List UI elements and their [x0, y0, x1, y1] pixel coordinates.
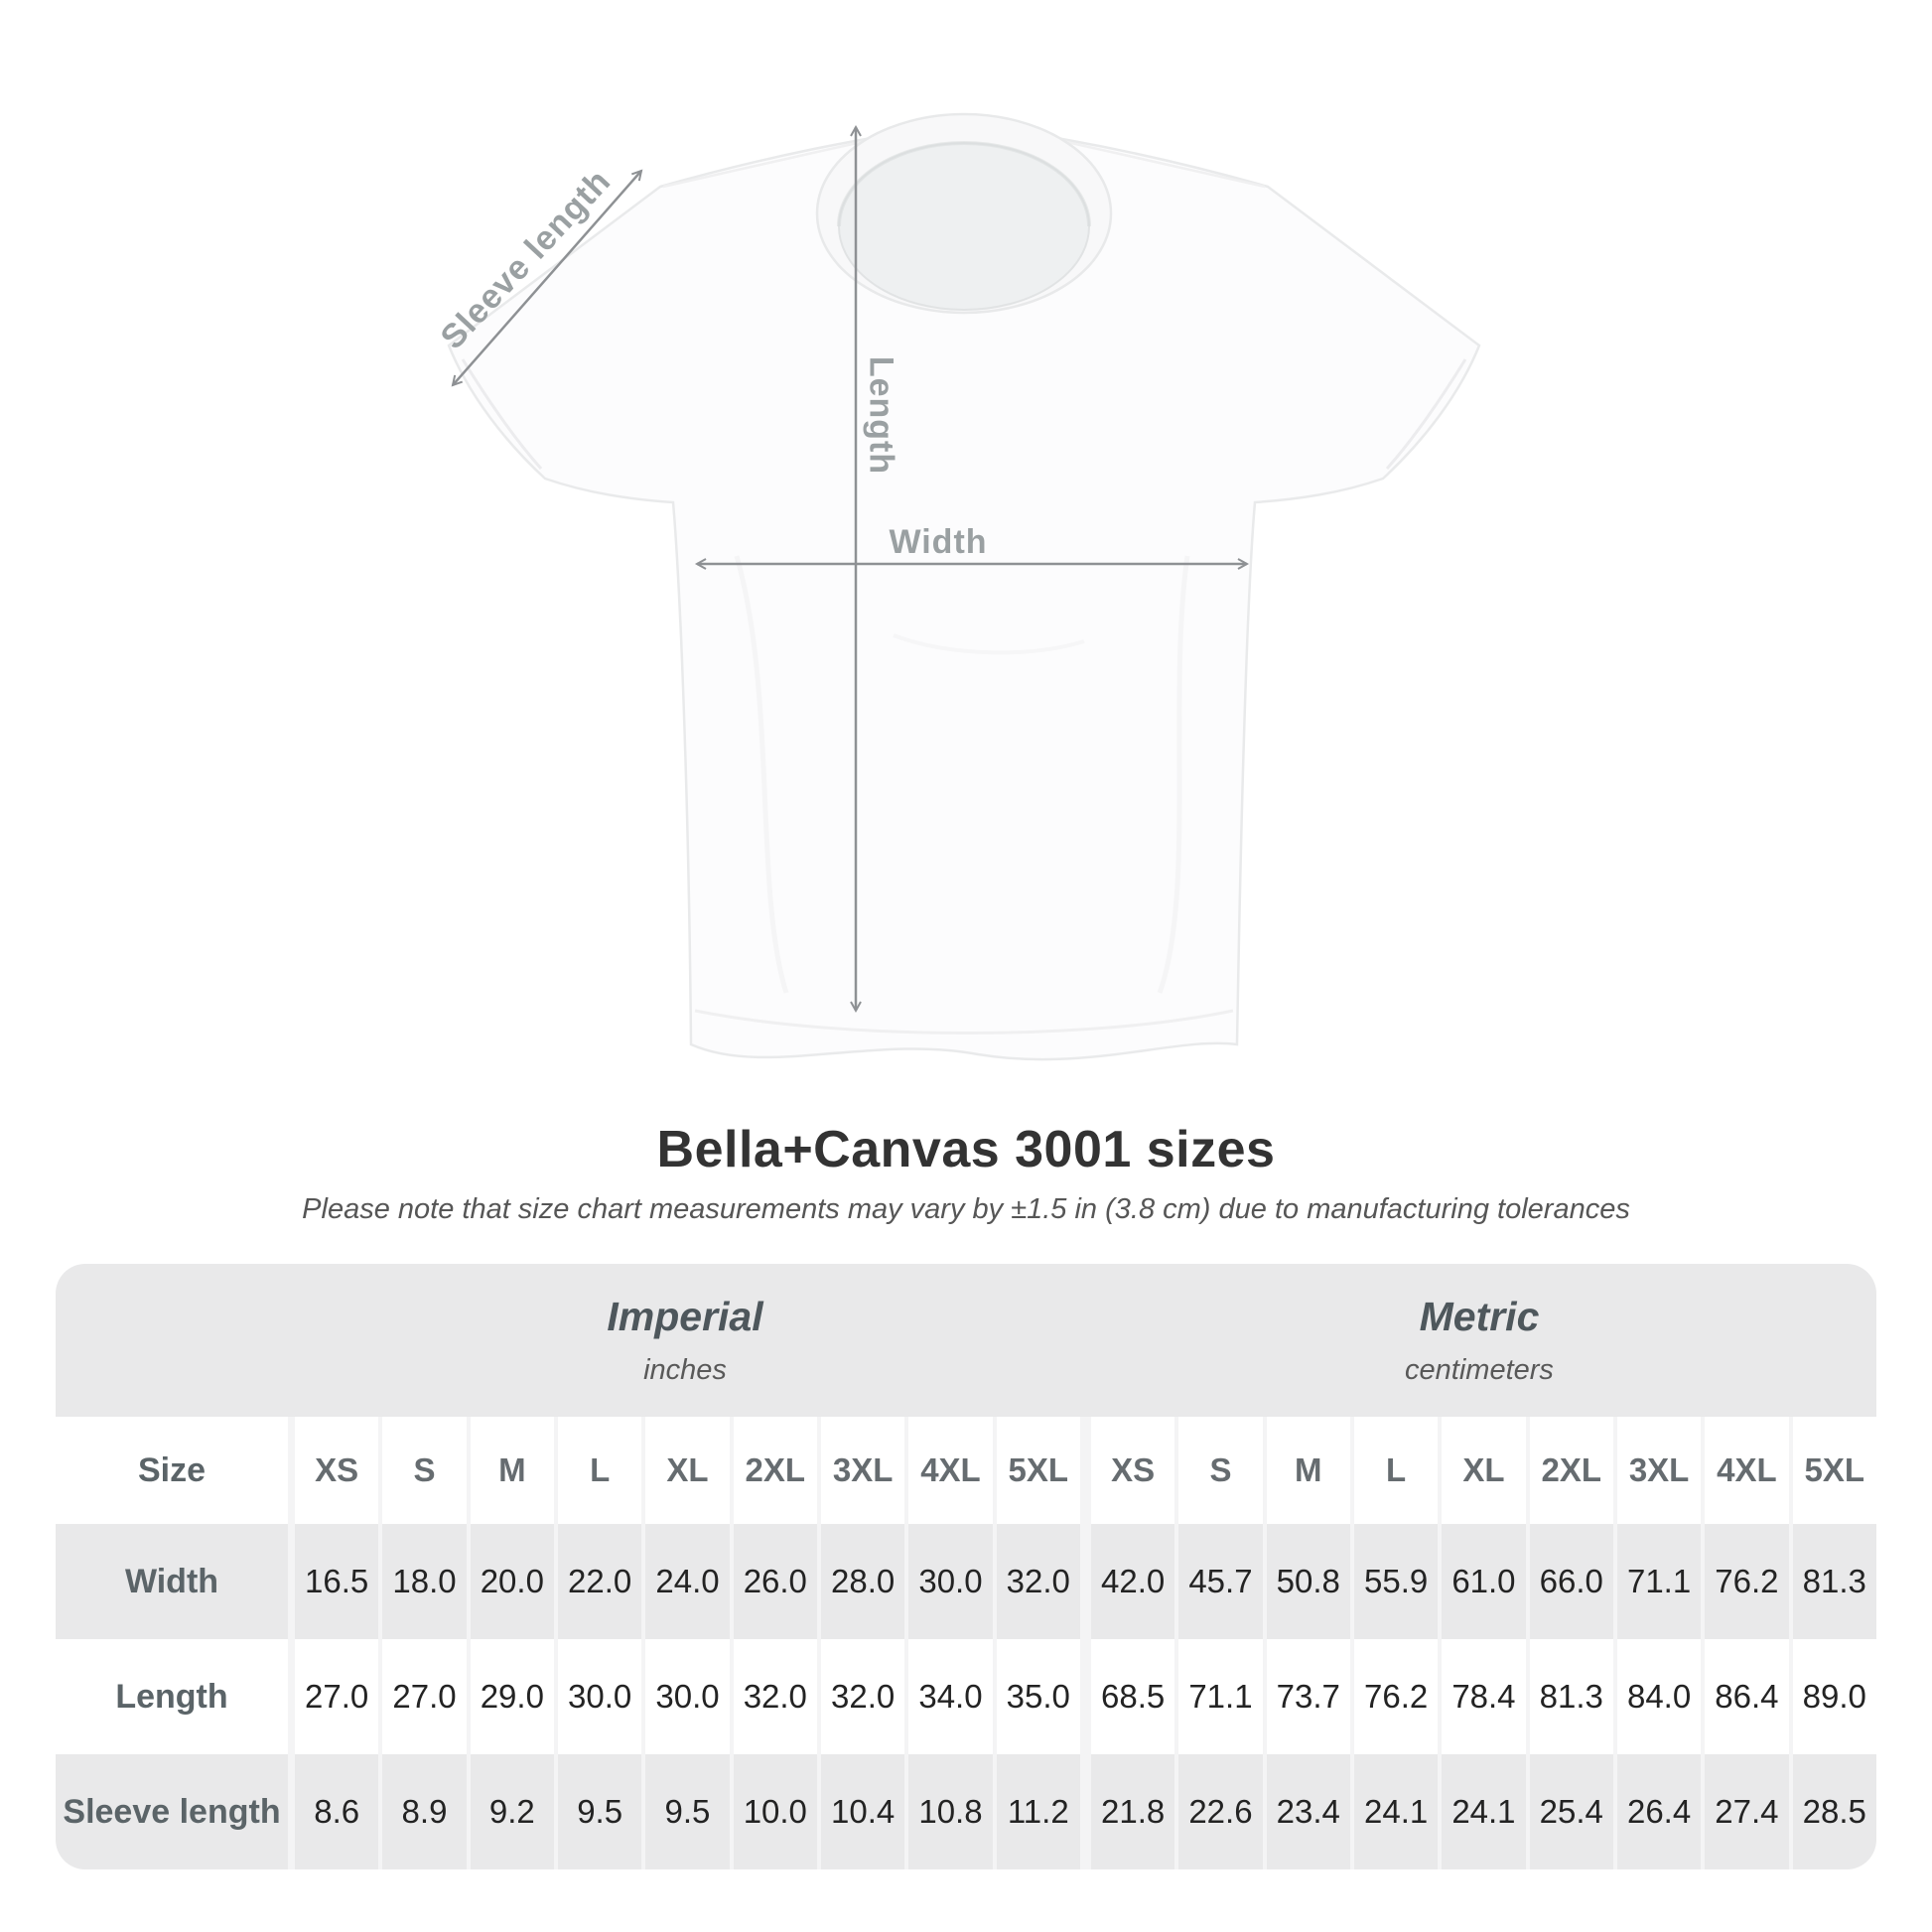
length-value-cell: 32.0 — [816, 1639, 904, 1754]
size-header-cell: 2XL — [729, 1417, 817, 1524]
width-value-cell: 22.0 — [553, 1524, 641, 1639]
length-value-cell: 34.0 — [904, 1639, 992, 1754]
length-value-cell: 81.3 — [1525, 1639, 1613, 1754]
imperial-group-unit: inches — [643, 1354, 727, 1386]
width-value-cell: 28.0 — [816, 1524, 904, 1639]
row-label-length: Length — [115, 1677, 228, 1716]
metric-group-title: Metric — [1419, 1294, 1540, 1339]
sleeve-length-value-cell: 11.2 — [992, 1754, 1080, 1869]
row-label-sleeve-length: Sleeve length — [63, 1792, 281, 1831]
width-value-cell: 26.0 — [729, 1524, 817, 1639]
width-value-cell: 50.8 — [1262, 1524, 1350, 1639]
width-value-cell: 66.0 — [1525, 1524, 1613, 1639]
width-value-cell: 32.0 — [992, 1524, 1080, 1639]
length-value-cell: 71.1 — [1174, 1639, 1262, 1754]
sleeve-length-value-cell: 25.4 — [1525, 1754, 1613, 1869]
size-header-cell: M — [1262, 1417, 1350, 1524]
size-header-cell: XL — [641, 1417, 729, 1524]
length-value-cell: 84.0 — [1612, 1639, 1701, 1754]
length-value-cell: 30.0 — [641, 1639, 729, 1754]
table-group-header-row: Imperial inches Metric centimeters — [56, 1264, 1876, 1417]
sleeve-length-value-cell: 10.0 — [729, 1754, 817, 1869]
imperial-group-title: Imperial — [607, 1294, 763, 1339]
table-row-length: Length 27.0 27.0 29.0 30.0 30.0 32.0 32.0 34.0 3… — [56, 1639, 1876, 1754]
length-value-cell: 30.0 — [553, 1639, 641, 1754]
width-value-cell: 55.9 — [1349, 1524, 1438, 1639]
width-value-cell: 81.3 — [1788, 1524, 1876, 1639]
sleeve-length-value-cell: 9.2 — [466, 1754, 554, 1869]
width-value-cell: 76.2 — [1701, 1524, 1788, 1639]
size-header-cell: 4XL — [904, 1417, 992, 1524]
length-value-cell: 32.0 — [729, 1639, 817, 1754]
sleeve-length-value-cell: 23.4 — [1262, 1754, 1350, 1869]
size-header-cell: XL — [1438, 1417, 1525, 1524]
length-value-cell: 68.5 — [1079, 1639, 1174, 1754]
length-value-cell: 86.4 — [1701, 1639, 1788, 1754]
row-label-width: Width — [124, 1562, 219, 1600]
size-header-cell: 2XL — [1525, 1417, 1613, 1524]
size-table: Imperial inches Metric centimeters Size … — [56, 1264, 1876, 1869]
size-header-cell: 5XL — [992, 1417, 1080, 1524]
sleeve-length-value-cell: 10.8 — [904, 1754, 992, 1869]
tshirt-illustration — [447, 112, 1481, 1061]
sleeve-length-value-cell: 24.1 — [1438, 1754, 1525, 1869]
sleeve-length-value-cell: 9.5 — [553, 1754, 641, 1869]
table-size-header-row: Size XS S M L XL 2XL 3XL 4XL 5XL XS S M L XL 2XL 3XL 4XL… — [56, 1417, 1876, 1524]
width-value-cell: 71.1 — [1612, 1524, 1701, 1639]
size-header-cell: 5XL — [1788, 1417, 1876, 1524]
length-value-cell: 29.0 — [466, 1639, 554, 1754]
sleeve-length-value-cell: 8.9 — [378, 1754, 466, 1869]
table-row-width: Width 16.5 18.0 20.0 22.0 24.0 26.0 28.0 30.0 32… — [56, 1524, 1876, 1639]
size-header-cell: 3XL — [816, 1417, 904, 1524]
tshirt-measurement-diagram: Sleeve length Length Width — [434, 112, 1481, 1061]
sleeve-length-value-cell: 8.6 — [288, 1754, 378, 1869]
size-header-cell: 3XL — [1612, 1417, 1701, 1524]
sleeve-length-value-cell: 24.1 — [1349, 1754, 1438, 1869]
sleeve-length-value-cell: 28.5 — [1788, 1754, 1876, 1869]
sleeve-length-value-cell: 27.4 — [1701, 1754, 1788, 1869]
metric-group-unit: centimeters — [1405, 1354, 1554, 1386]
sleeve-length-value-cell: 21.8 — [1079, 1754, 1174, 1869]
tolerance-note: Please note that size chart measurements… — [302, 1193, 1630, 1225]
metric-group-header: Metric centimeters — [1082, 1294, 1876, 1387]
length-value-cell: 73.7 — [1262, 1639, 1350, 1754]
sleeve-length-value-cell: 9.5 — [641, 1754, 729, 1869]
page-title: Bella+Canvas 3001 sizes — [656, 1121, 1276, 1178]
size-header-cell: 4XL — [1701, 1417, 1788, 1524]
width-value-cell: 42.0 — [1079, 1524, 1174, 1639]
length-value-cell: 27.0 — [378, 1639, 466, 1754]
size-header-cell: M — [466, 1417, 554, 1524]
group-header-spacer — [56, 1264, 288, 1417]
sleeve-length-value-cell: 10.4 — [816, 1754, 904, 1869]
length-value-cell: 78.4 — [1438, 1639, 1525, 1754]
sleeve-length-value-cell: 22.6 — [1174, 1754, 1262, 1869]
width-value-cell: 30.0 — [904, 1524, 992, 1639]
size-header-cell: XS — [1079, 1417, 1174, 1524]
size-corner-header: Size — [137, 1450, 207, 1489]
size-header-cell: XS — [288, 1417, 378, 1524]
length-label: Length — [862, 355, 900, 476]
width-value-cell: 24.0 — [641, 1524, 729, 1639]
length-value-cell: 27.0 — [288, 1639, 378, 1754]
imperial-group-header: Imperial inches — [288, 1294, 1082, 1387]
width-value-cell: 45.7 — [1174, 1524, 1262, 1639]
width-value-cell: 16.5 — [288, 1524, 378, 1639]
size-header-cell: S — [1174, 1417, 1262, 1524]
width-value-cell: 61.0 — [1438, 1524, 1525, 1639]
length-value-cell: 89.0 — [1788, 1639, 1876, 1754]
table-row-sleeve-length: Sleeve length 8.6 8.9 9.2 9.5 9.5 10.0 10.4 10.… — [56, 1754, 1876, 1869]
sleeve-length-arrow — [451, 169, 643, 387]
length-value-cell: 76.2 — [1349, 1639, 1438, 1754]
size-header-cell: L — [1349, 1417, 1438, 1524]
sleeve-length-value-cell: 26.4 — [1612, 1754, 1701, 1869]
width-value-cell: 20.0 — [466, 1524, 554, 1639]
width-value-cell: 18.0 — [378, 1524, 466, 1639]
width-label: Width — [889, 523, 988, 561]
length-value-cell: 35.0 — [992, 1639, 1080, 1754]
size-header-cell: S — [378, 1417, 466, 1524]
size-header-cell: L — [553, 1417, 641, 1524]
